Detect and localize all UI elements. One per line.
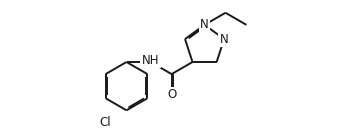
Text: NH: NH — [142, 54, 159, 67]
Text: N: N — [220, 32, 228, 46]
Text: N: N — [200, 18, 209, 31]
Text: O: O — [167, 88, 176, 101]
Text: Cl: Cl — [100, 116, 111, 129]
